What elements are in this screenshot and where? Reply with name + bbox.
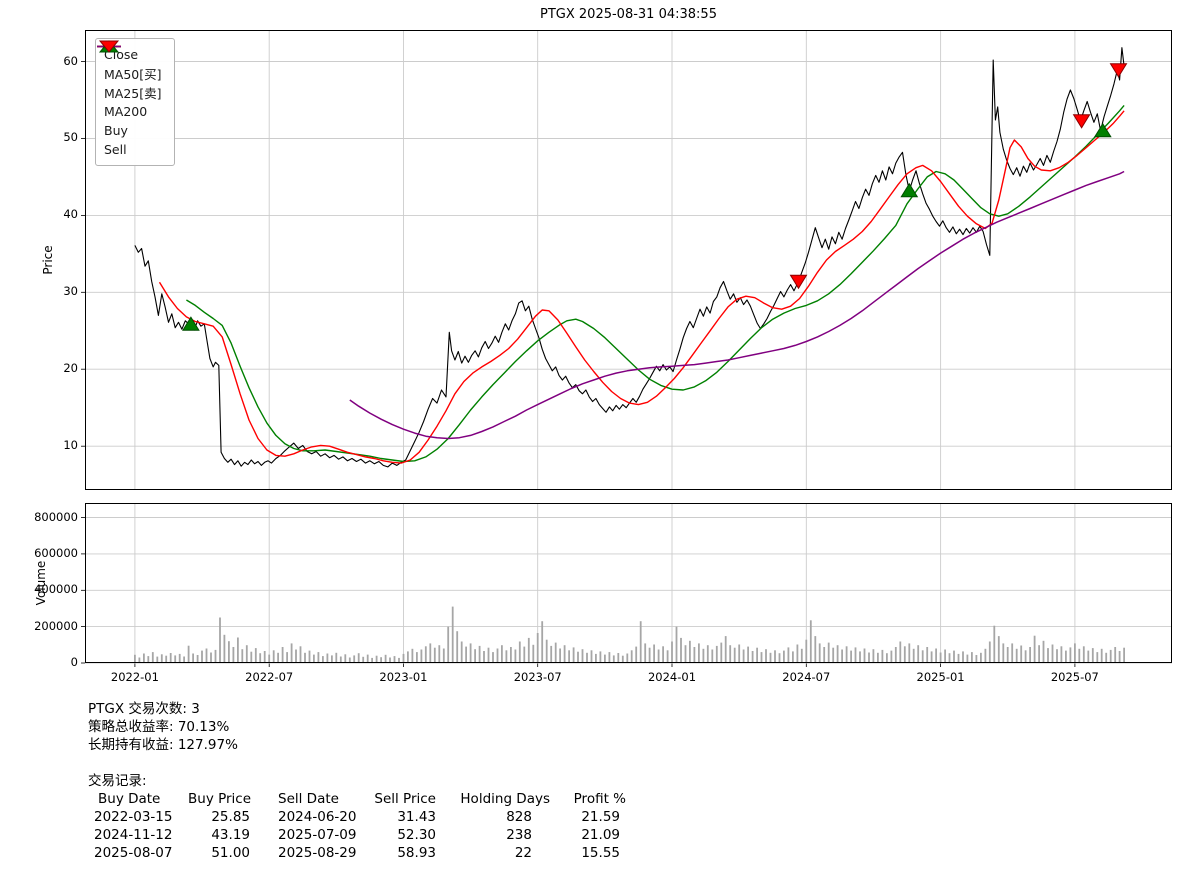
spacer [88,754,628,772]
trade-cell: 828 [506,809,532,825]
volume-chart-svg [81,503,1172,667]
legend: Close MA50[买] MA25[卖] MA200 Buy Sell [95,38,175,166]
trade-table-header: Buy Date Buy Price Sell Date Sell Price Hold… [88,790,628,808]
price-ytick-label: 20 [63,361,78,376]
x-tick-label: 2023-01 [379,670,428,684]
trade-col-header: Sell Date [278,791,339,807]
trade-cell: 238 [506,827,532,843]
volume-ytick-label: 400000 [34,582,78,597]
x-tick-label: 2025-07 [1050,670,1099,684]
close-line [134,47,1125,468]
trade-cell: 52.30 [397,827,436,843]
legend-item: MA200 [97,45,162,121]
legend-label: MA200 [104,104,148,119]
legend-label: MA25[卖] [104,86,162,101]
price-ytick-label: 60 [63,53,78,68]
volume-gridlines [81,503,1172,667]
legend-item: MA50[买] [97,45,162,83]
x-tick-label: 2022-01 [110,670,159,684]
trade-row: 2025-08-07 51.00 2025-08-29 58.93 22 15.55 [88,844,628,862]
legend-item: MA25[卖] [97,45,162,102]
legend-label: Buy [104,123,128,138]
volume-ytick-label: 200000 [34,618,78,633]
volume-bars [134,606,1125,663]
trade-col-header: Profit % [573,791,626,807]
trade-cell: 2024-11-12 [94,827,173,843]
trade-cell: 58.93 [397,845,436,861]
buy-markers [182,122,1112,331]
trade-records-title: 交易记录: [88,773,147,789]
price-plot: Close MA50[买] MA25[卖] MA200 Buy Sell [81,30,1172,490]
x-tick-label: 2024-07 [782,670,831,684]
strategy-return-line: 策略总收益率: 70.13% [88,719,230,735]
x-tick-label: 2024-01 [647,670,697,684]
trade-cell: 2022-03-15 [94,809,173,825]
ma50-line [186,104,1125,463]
strategy-summary: PTGX 交易次数: 3 策略总收益率: 70.13% 长期持有收益: 127.… [88,700,628,862]
volume-ytick-label: 800000 [34,509,78,524]
price-ytick-label: 50 [63,130,78,145]
chart-title: PTGX 2025-08-31 04:38:55 [540,7,717,22]
trade-cell: 43.19 [211,827,250,843]
trade-cell: 21.09 [581,827,620,843]
trade-col-header: Buy Price [188,791,252,807]
trade-table-body: 2022-03-15 25.85 2024-06-20 31.43 828 21.59 20… [88,808,628,862]
legend-item: Sell [98,40,162,159]
volume-plot [81,503,1172,667]
price-gridlines [81,30,1172,490]
legend-label: Sell [104,142,127,157]
price-ytick-label: 40 [63,207,78,222]
legend-item: Buy [98,40,162,140]
trade-row: 2024-11-12 43.19 2025-07-09 52.30 238 21.09 [88,826,628,844]
trade-col-header: Buy Date [98,791,161,807]
volume-ytick-label: 0 [70,655,78,669]
trade-cell: 2024-06-20 [278,809,357,825]
trade-cell: 2025-08-07 [94,845,173,861]
price-chart-svg [81,30,1172,490]
sell-triangle-icon [98,40,120,53]
x-tick-label: 2022-07 [245,670,294,684]
price-axis-label: Price [41,245,55,275]
x-tick-label: 2025-01 [916,670,965,684]
ma25-line [158,110,1125,464]
sell-markers [789,63,1128,290]
trade-cell: 22 [514,845,532,861]
trade-cell: 21.59 [581,809,620,825]
trade-cell: 2025-08-29 [278,845,357,861]
trade-row: 2022-03-15 25.85 2024-06-20 31.43 828 21.59 [88,808,628,826]
trade-cell: 25.85 [211,809,250,825]
trade-col-header: Sell Price [374,791,436,807]
trade-cell: 51.00 [211,845,250,861]
legend-label: MA50[买] [104,67,162,82]
price-ytick-label: 30 [63,284,78,299]
trade-cell: 31.43 [397,809,436,825]
x-tick-label: 2023-07 [513,670,562,684]
volume-ytick-label: 600000 [34,545,78,560]
price-ytick-label: 10 [63,438,78,453]
trade-col-header: Holding Days [460,791,550,807]
trade-cell: 2025-07-09 [278,827,357,843]
ma200-line [349,170,1125,440]
trade-cell: 15.55 [581,845,620,861]
buyhold-return-line: 长期持有收益: 127.97% [88,737,238,753]
trade-count-line: PTGX 交易次数: 3 [88,701,200,717]
